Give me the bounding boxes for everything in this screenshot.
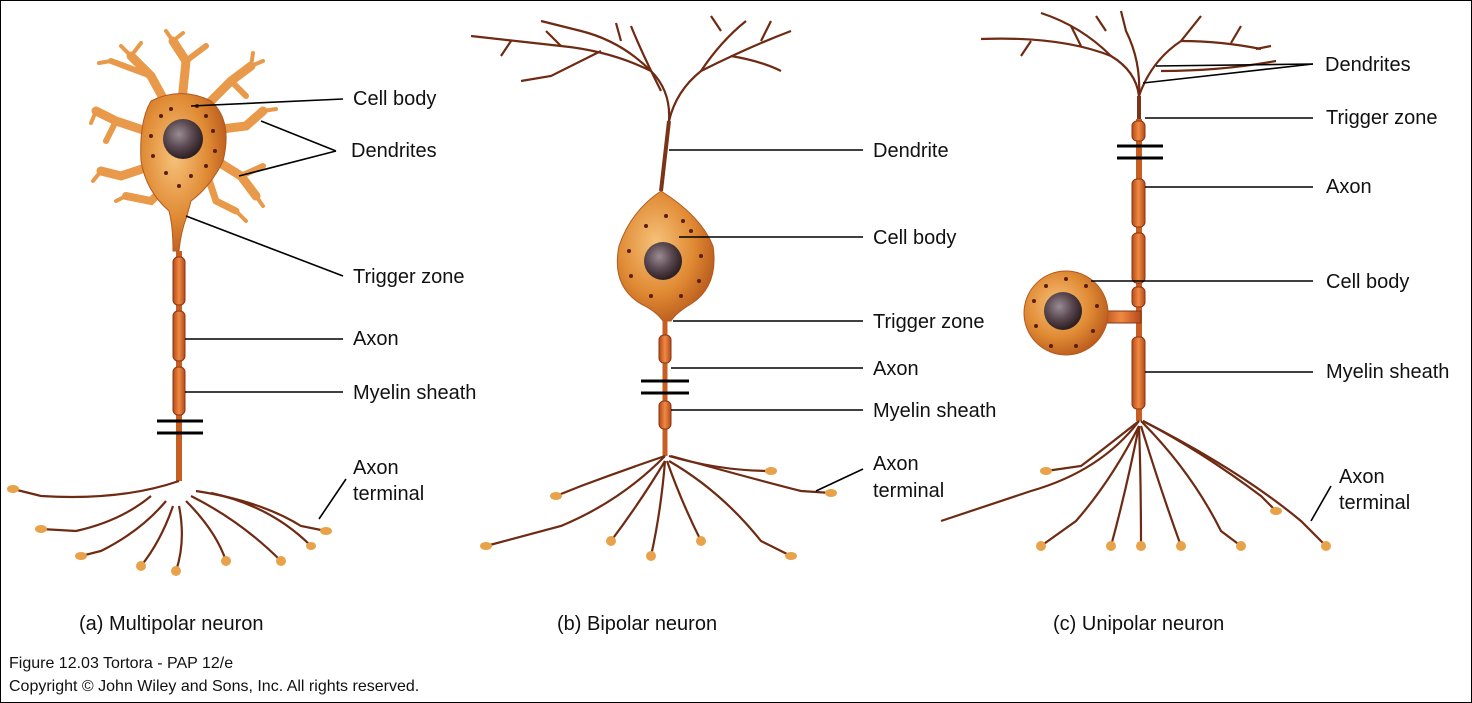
unipolar-break-marks [1117,144,1163,160]
bipolar-break-marks [641,379,689,395]
label-b-axon-terminal-2: terminal [873,480,945,502]
label-c-dendrites: Dendrites [1325,54,1411,76]
multipolar-axon-terminals [12,479,327,572]
label-b-myelin-sheath: Myelin sheath [873,400,997,422]
unipolar-myelin-sheath [1131,120,1146,410]
multipolar-break-marks [157,419,203,435]
multipolar-neuron [7,29,332,576]
label-a-cell-body: Cell body [353,88,437,110]
leader-lines [185,63,1332,522]
leader-a-terminal [318,478,347,520]
copyright-notice: Copyright © John Wiley and Sons, Inc. Al… [9,678,420,695]
bipolar-axon-terminals [485,454,832,557]
unipolar-terminal-bulbs [1036,467,1331,551]
label-b-dendrite: Dendrite [873,140,949,162]
label-c-myelin-sheath: Myelin sheath [1326,361,1450,383]
bipolar-dendrite-tree [470,15,792,122]
multipolar-myelin-sheath [172,256,186,416]
label-a-myelin-sheath: Myelin sheath [353,382,477,404]
bipolar-dendrite-shaft [659,120,671,192]
label-c-axon-terminal-1: Axon [1339,466,1385,488]
leader-a-dendrites-1 [260,120,337,152]
bipolar-neuron [470,15,837,561]
leader-c-terminal [1310,485,1332,522]
bipolar-nissl-spots [627,214,703,298]
multipolar-nucleus [163,119,203,159]
label-a-trigger-zone: Trigger zone [353,266,465,288]
leader-c-dendrites-2 [1142,63,1314,84]
label-b-axon-terminal-1: Axon [873,453,919,475]
unipolar-axon-terminals [940,420,1327,547]
multipolar-nissl-spots [149,104,217,188]
label-b-cell-body: Cell body [873,227,957,249]
unipolar-nucleus [1044,292,1082,330]
label-c-axon: Axon [1326,176,1372,198]
bipolar-nucleus [644,242,682,280]
label-b-axon: Axon [873,358,919,380]
leader-a-cell-body [190,98,344,107]
leader-c-dendrites-1 [1155,63,1314,67]
unipolar-neuron [940,10,1331,551]
multipolar-terminal-bulbs [7,485,332,576]
label-a-axon-terminal-2: terminal [353,483,425,505]
bipolar-myelin-sheath [658,334,672,430]
multipolar-cell-body [140,93,227,252]
figure-credit: Figure 12.03 Tortora - PAP 12/e [9,655,234,672]
label-a-axon: Axon [353,328,399,350]
caption-multipolar: (a) Multipolar neuron [79,613,264,635]
label-b-trigger-zone: Trigger zone [873,311,985,333]
label-a-axon-terminal-1: Axon [353,457,399,479]
leader-a-dendrites-2 [238,150,337,177]
label-a-dendrites: Dendrites [351,140,437,162]
label-c-cell-body: Cell body [1326,271,1410,293]
bipolar-terminal-bulbs [480,467,837,561]
leader-b-terminal [815,468,864,492]
unipolar-dendrite-tree [980,10,1277,97]
caption-unipolar: (c) Unipolar neuron [1053,613,1225,635]
caption-bipolar: (b) Bipolar neuron [557,613,718,635]
label-c-axon-terminal-2: terminal [1339,492,1411,514]
unipolar-nissl-spots [1032,277,1099,348]
leader-a-trigger-zone [185,215,344,277]
label-c-trigger-zone: Trigger zone [1326,107,1438,129]
